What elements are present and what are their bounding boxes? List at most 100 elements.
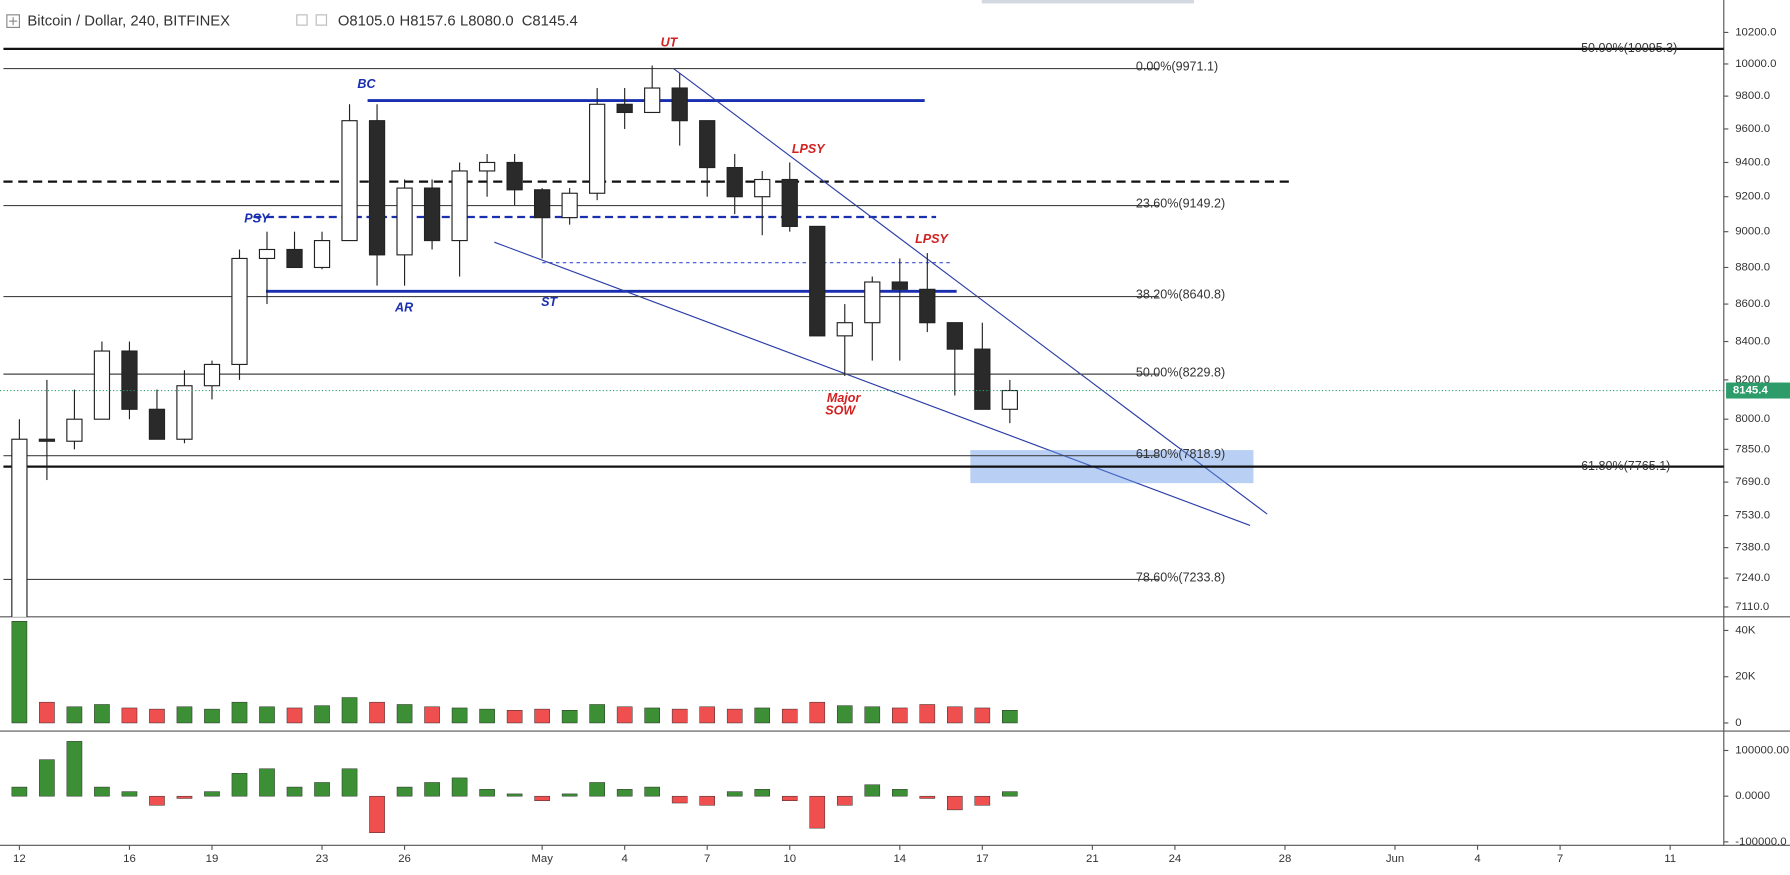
y-tick-label: 7530.0 [1735,510,1770,522]
osc-bar [479,789,495,797]
ohlc-high: H8157.6 [400,14,456,30]
y-tick-label: 8400.0 [1735,336,1770,348]
candle-body [836,322,853,337]
annotation: ST [541,295,558,309]
candle-body [589,103,606,194]
osc-bar [947,795,963,811]
y-tick-label: 8800.0 [1735,261,1770,273]
fibonacci: 0.00%(9971.1) 23.60%(9149.2) 38.20%(8640.8… [3,41,1724,585]
candle-body [203,363,221,387]
volume-tick-label: 0 [1735,717,1741,729]
volume-bar [11,620,28,724]
x-tick-label: 12 [13,853,26,865]
osc-bar [121,791,138,797]
osc-bar [616,789,633,797]
volume-bar [699,706,716,724]
volume-tick-label: 40K [1735,624,1756,636]
volume-bar [176,706,193,724]
x-tick-label: 11 [1664,853,1676,865]
trend-line [673,68,1268,515]
volume-bar [341,697,358,724]
volume-bar [94,704,110,724]
osc-bar [864,784,881,797]
volume-bar [314,705,330,724]
volume-tick-label: 20K [1735,671,1756,683]
volume-bar [616,706,633,724]
osc-bar [974,795,991,806]
osc-bar [754,789,771,797]
candle-body [286,248,303,269]
volume-bar [836,705,853,724]
osc-bar [149,795,165,806]
volume-bar [506,710,523,724]
candle-body [781,178,798,227]
x-tick-label: 19 [206,853,219,865]
settings-icon[interactable] [296,14,308,26]
volume-bar [671,708,688,724]
y-tick-label: 9400.0 [1735,156,1770,168]
y-tick-label: 9200.0 [1735,191,1770,203]
osc-bar [699,795,716,806]
candle-body [341,120,358,242]
volume-bar [451,707,468,724]
candle-body [423,187,441,242]
y-tick-label: 8600.0 [1735,298,1770,310]
candle-body [864,281,881,324]
candle-body [148,408,166,440]
fib-label: 50.00%(8229.8) [1136,365,1225,379]
osc-bar [891,789,908,797]
y-tick-label: 7380.0 [1735,542,1770,554]
candle-body [231,257,248,366]
osc-bar [66,741,83,797]
candle-body [478,161,496,172]
volume-bar [121,707,138,724]
annotation: BC [357,77,376,91]
candle-body [11,438,28,617]
osc-bar [424,782,440,797]
osc-bar [396,786,413,797]
x-tick-label: May [531,853,553,865]
annotation: UT [661,36,679,50]
fib-label: 0.00%(9971.1) [1136,60,1218,74]
x-tick-label: 26 [398,853,411,865]
volume-bar [891,707,908,724]
y-tick-label: 7110.0 [1735,601,1769,613]
candle-body [891,281,908,290]
osc-bar [231,773,248,797]
volume-bar [974,707,991,724]
candle-body [368,120,386,256]
osc-bar [589,782,605,797]
y-tick-label: 10200.0 [1735,26,1776,38]
osc-bar [369,795,385,833]
volume-bar [39,701,55,724]
volume-bar [231,701,248,724]
osc-bar [1002,791,1018,797]
x-tick-label: 4 [621,853,628,865]
osc-bar [11,786,28,797]
osc-bar [726,791,743,797]
osc-bar [781,795,798,801]
volume-bar [947,706,963,724]
expand-icon[interactable] [6,14,20,28]
volume-bar [809,701,826,724]
volume-bar [66,706,83,724]
y-tick-label: 9000.0 [1735,226,1770,238]
candle-body [38,438,56,442]
settings-icon[interactable] [315,14,328,26]
volume-bar [396,704,413,724]
candle-body [506,161,523,191]
x-tick-label: 24 [1169,853,1182,865]
osc-bar [836,795,853,806]
candle-body [258,248,276,260]
fib-label: 78.60%(7233.8) [1136,571,1225,585]
volume-bar [754,707,771,724]
x-tick-label: 4 [1474,853,1481,865]
x-tick-label: 23 [316,853,329,865]
candles [11,65,1018,617]
candle-body [699,120,716,169]
annotation: LPSY [792,142,826,156]
candle-body [616,103,633,114]
